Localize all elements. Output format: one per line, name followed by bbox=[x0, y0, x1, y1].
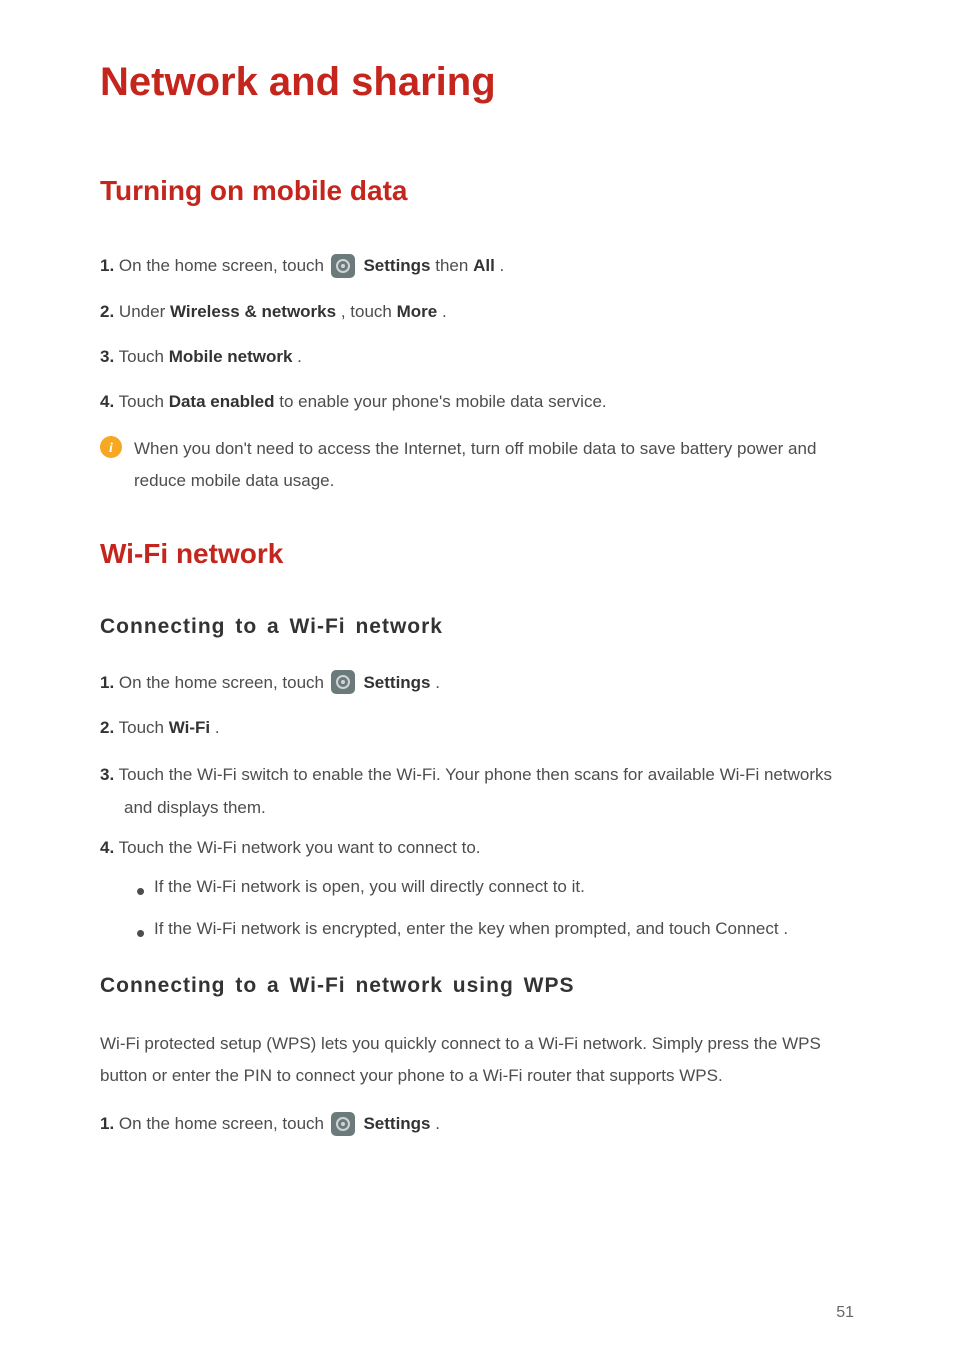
step-1: 1. On the home screen, touch Settings th… bbox=[100, 252, 854, 280]
settings-label: Settings bbox=[363, 256, 430, 275]
step-text: then bbox=[435, 256, 473, 275]
step-text: Touch bbox=[119, 718, 169, 737]
all-label: All bbox=[473, 256, 495, 275]
bullet-item: If the Wi-Fi network is encrypted, enter… bbox=[136, 913, 854, 945]
step-2: 2. Under Wireless & networks , touch Mor… bbox=[100, 298, 854, 325]
step-4: 4. Touch the Wi-Fi network you want to c… bbox=[100, 834, 854, 861]
settings-icon bbox=[331, 1112, 355, 1136]
info-icon: i bbox=[100, 436, 122, 458]
page-title: Network and sharing bbox=[100, 60, 854, 105]
step-number: 2. bbox=[100, 302, 114, 321]
more-label: More bbox=[397, 302, 438, 321]
bullet-text: If the Wi-Fi network is open, you will d… bbox=[154, 877, 585, 896]
subsection-connecting-wifi: Connecting to a Wi-Fi network bbox=[100, 615, 854, 639]
step-text: . bbox=[435, 673, 440, 692]
step-text: On the home screen, touch bbox=[119, 256, 329, 275]
step-number: 3. bbox=[100, 347, 114, 366]
info-note: i When you don't need to access the Inte… bbox=[100, 433, 854, 498]
step-text: , touch bbox=[341, 302, 397, 321]
connect-label: Connect bbox=[715, 919, 778, 938]
settings-icon bbox=[331, 670, 355, 694]
note-text: When you don't need to access the Intern… bbox=[134, 433, 854, 498]
section-heading-mobile-data: Turning on mobile data bbox=[100, 175, 854, 207]
step-number: 3. bbox=[100, 765, 114, 784]
step-text: . bbox=[500, 256, 505, 275]
wps-paragraph: Wi-Fi protected setup (WPS) lets you qui… bbox=[100, 1028, 854, 1093]
step-3: 3. Touch the Wi-Fi switch to enable the … bbox=[100, 759, 854, 824]
bullet-list: If the Wi-Fi network is open, you will d… bbox=[136, 871, 854, 946]
step-text: Touch bbox=[119, 347, 169, 366]
step-text: On the home screen, touch bbox=[119, 673, 329, 692]
bullet-item: If the Wi-Fi network is open, you will d… bbox=[136, 871, 854, 903]
bullet-text: If the Wi-Fi network is encrypted, enter… bbox=[154, 919, 715, 938]
step-number: 1. bbox=[100, 673, 114, 692]
step-3: 3. Touch Mobile network . bbox=[100, 343, 854, 370]
step-text: to enable your phone's mobile data servi… bbox=[279, 392, 606, 411]
step-number: 4. bbox=[100, 392, 114, 411]
page-number: 51 bbox=[836, 1304, 854, 1322]
section-heading-wifi: Wi-Fi network bbox=[100, 538, 854, 570]
step-number: 2. bbox=[100, 718, 114, 737]
settings-label: Settings bbox=[363, 673, 430, 692]
settings-label: Settings bbox=[363, 1114, 430, 1133]
step-1: 1. On the home screen, touch Settings . bbox=[100, 669, 854, 697]
step-text: Touch bbox=[119, 392, 169, 411]
step-text: . bbox=[435, 1114, 440, 1133]
step-number: 4. bbox=[100, 838, 114, 857]
step-text: . bbox=[297, 347, 302, 366]
mobile-network-label: Mobile network bbox=[169, 347, 293, 366]
step-1: 1. On the home screen, touch Settings . bbox=[100, 1110, 854, 1138]
svg-text:i: i bbox=[109, 441, 113, 456]
step-4: 4. Touch Data enabled to enable your pho… bbox=[100, 388, 854, 415]
data-enabled-label: Data enabled bbox=[169, 392, 275, 411]
step-text: Touch the Wi-Fi switch to enable the Wi-… bbox=[119, 765, 832, 816]
wifi-label: Wi-Fi bbox=[169, 718, 210, 737]
step-2: 2. Touch Wi-Fi . bbox=[100, 714, 854, 741]
settings-icon bbox=[331, 254, 355, 278]
step-text: Under bbox=[119, 302, 170, 321]
step-text: Touch the Wi-Fi network you want to conn… bbox=[119, 838, 481, 857]
step-text: . bbox=[442, 302, 447, 321]
step-text: On the home screen, touch bbox=[119, 1114, 329, 1133]
bullet-text: . bbox=[783, 919, 788, 938]
step-number: 1. bbox=[100, 1114, 114, 1133]
step-number: 1. bbox=[100, 256, 114, 275]
wireless-networks-label: Wireless & networks bbox=[170, 302, 336, 321]
subsection-wps: Connecting to a Wi-Fi network using WPS bbox=[100, 974, 854, 998]
step-text: . bbox=[215, 718, 220, 737]
